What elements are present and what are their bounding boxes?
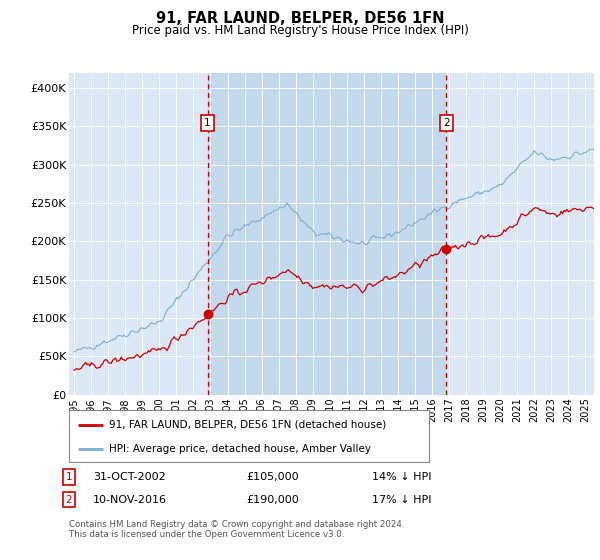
Text: Price paid vs. HM Land Registry's House Price Index (HPI): Price paid vs. HM Land Registry's House … [131,24,469,36]
Text: 2: 2 [443,118,449,128]
Text: HPI: Average price, detached house, Amber Valley: HPI: Average price, detached house, Ambe… [109,444,371,454]
Text: 31-OCT-2002: 31-OCT-2002 [93,472,166,482]
Text: 1: 1 [204,118,211,128]
Text: 14% ↓ HPI: 14% ↓ HPI [372,472,431,482]
Text: 91, FAR LAUND, BELPER, DE56 1FN: 91, FAR LAUND, BELPER, DE56 1FN [156,11,444,26]
Text: 10-NOV-2016: 10-NOV-2016 [93,494,167,505]
Text: £190,000: £190,000 [246,494,299,505]
Text: 17% ↓ HPI: 17% ↓ HPI [372,494,431,505]
Text: 2: 2 [65,494,73,505]
Bar [208,73,446,395]
Text: 91, FAR LAUND, BELPER, DE56 1FN (detached house): 91, FAR LAUND, BELPER, DE56 1FN (detache… [109,420,386,430]
Text: 1: 1 [65,472,73,482]
Text: Contains HM Land Registry data © Crown copyright and database right 2024.
This d: Contains HM Land Registry data © Crown c… [69,520,404,539]
Text: £105,000: £105,000 [246,472,299,482]
